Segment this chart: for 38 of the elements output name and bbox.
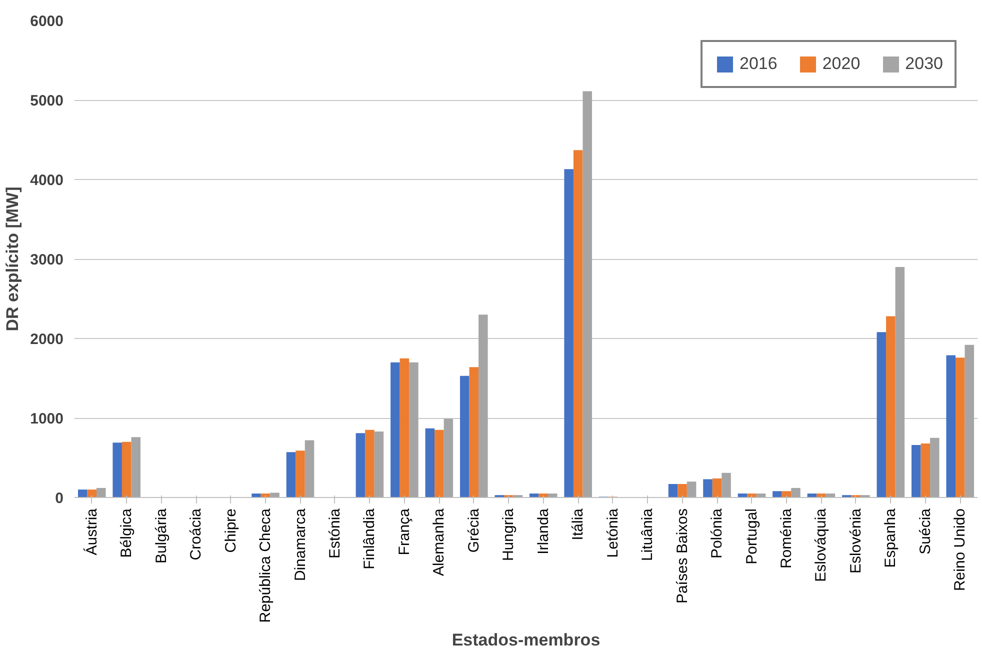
x-tick-label: França xyxy=(396,508,413,556)
x-tick-label: Finlândia xyxy=(361,508,378,570)
legend-label: 2016 xyxy=(740,54,778,74)
x-tick-label: Eslováquia xyxy=(812,508,830,582)
y-tick-label: 1000 xyxy=(30,410,64,428)
x-tick-label: Portugal xyxy=(743,508,760,564)
x-tick-label: Grécia xyxy=(465,508,482,553)
x-tick-label: Países Baixos xyxy=(674,508,691,604)
x-axis-title: Estados-membros xyxy=(452,630,600,650)
x-tick-label: Lituânia xyxy=(639,508,656,562)
x-tick-label: Chipre xyxy=(222,508,240,553)
y-tick-label: 6000 xyxy=(30,13,64,30)
legend-label: 2030 xyxy=(905,54,943,74)
y-tick-label: 0 xyxy=(55,490,64,507)
x-tick-label: Espanha xyxy=(882,508,900,568)
legend-label: 2020 xyxy=(822,54,860,74)
x-tick-label: Eslovénia xyxy=(847,508,864,574)
x-tick-label: Letónia xyxy=(604,508,622,558)
x-tick-label: Áustria xyxy=(82,508,100,556)
y-tick-label: 5000 xyxy=(30,92,64,110)
x-tick-label: Reino Unido xyxy=(952,508,969,592)
x-tick-label: Dinamarca xyxy=(292,508,309,582)
x-tick-label: Bulgária xyxy=(152,508,170,564)
x-tick-label: Polónia xyxy=(708,508,726,559)
x-tick-label: Itália xyxy=(570,508,587,540)
x-tick-label: Hungria xyxy=(500,508,518,562)
x-tick-label: Irlanda xyxy=(534,508,552,554)
x-tick-label: Roménia xyxy=(778,508,795,569)
x-tick-label: Estónia xyxy=(326,508,344,559)
y-tick-label: 3000 xyxy=(30,252,64,268)
x-tick-label: Croácia xyxy=(188,508,205,560)
x-tick-label: República Checa xyxy=(257,508,274,623)
x-tick-label: Bélgica xyxy=(118,508,136,558)
y-axis-title: DR explícito [MW] xyxy=(3,186,22,332)
y-tick-label: 2000 xyxy=(30,331,64,348)
x-tick-label: Alemanha xyxy=(430,508,448,576)
x-tick-label: Suécia xyxy=(916,508,934,554)
y-tick-label: 4000 xyxy=(30,172,64,189)
